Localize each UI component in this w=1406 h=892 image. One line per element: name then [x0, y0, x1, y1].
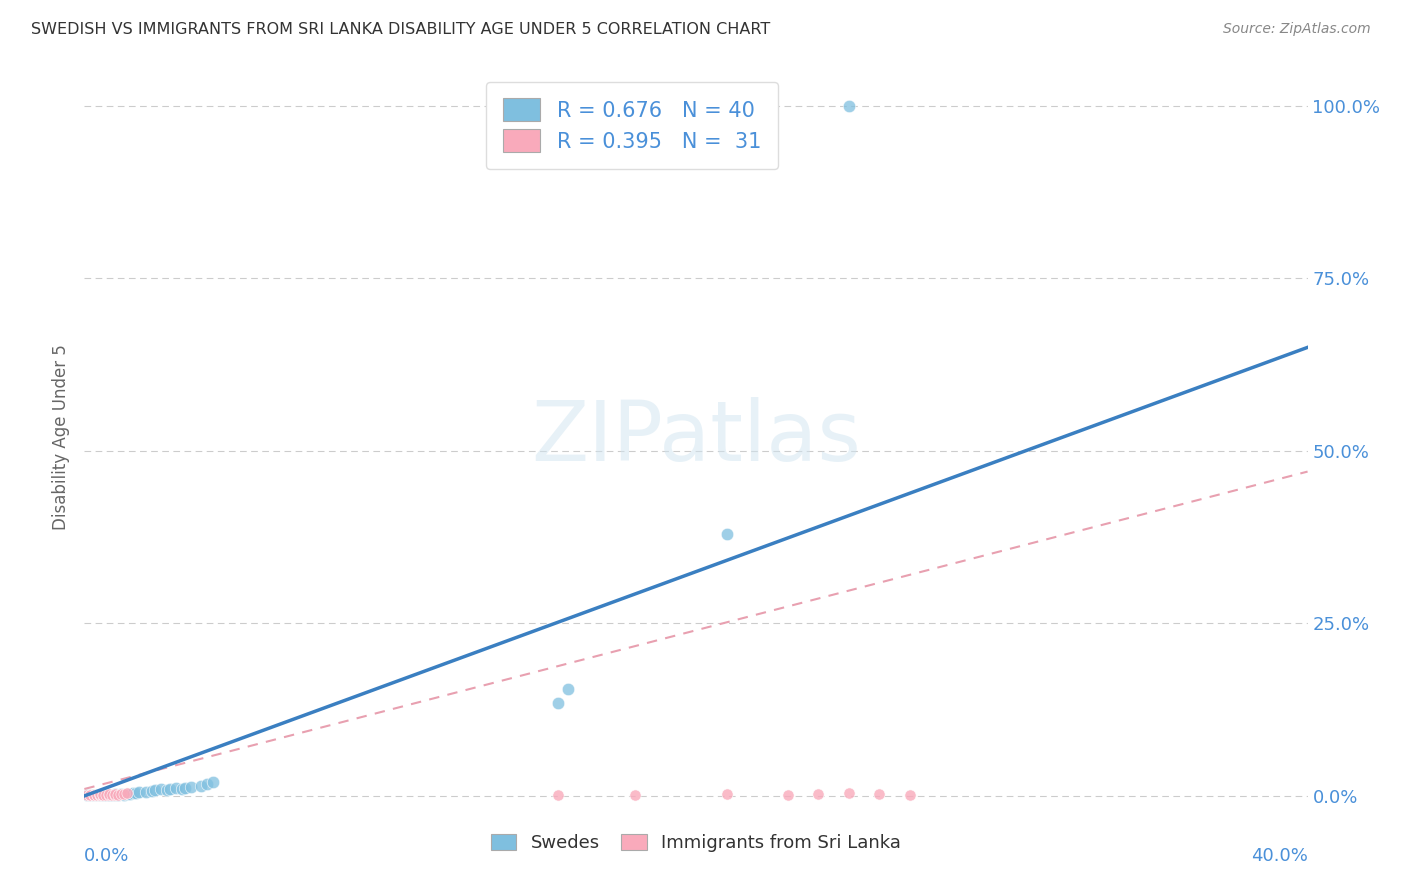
- Point: [149, 782, 172, 797]
- Point: [79, 788, 101, 802]
- Point: [104, 787, 127, 801]
- Point: [101, 788, 124, 802]
- Point: [107, 788, 129, 802]
- Point: [141, 784, 163, 798]
- Point: [115, 786, 138, 800]
- Text: SWEDISH VS IMMIGRANTS FROM SRI LANKA DISABILITY AGE UNDER 5 CORRELATION CHART: SWEDISH VS IMMIGRANTS FROM SRI LANKA DIS…: [31, 22, 770, 37]
- Point: [79, 788, 101, 802]
- Point: [172, 782, 194, 797]
- Point: [110, 787, 132, 801]
- Point: [869, 787, 891, 801]
- Text: 40.0%: 40.0%: [1251, 847, 1308, 864]
- Point: [86, 788, 108, 802]
- Point: [94, 788, 117, 802]
- Point: [89, 788, 111, 802]
- Point: [107, 788, 129, 802]
- Point: [83, 788, 105, 802]
- Point: [104, 788, 127, 802]
- Point: [89, 788, 111, 802]
- Point: [776, 788, 799, 802]
- Point: [101, 788, 124, 802]
- Point: [76, 788, 98, 802]
- Point: [83, 788, 105, 802]
- Point: [135, 785, 157, 799]
- Point: [86, 788, 108, 802]
- Point: [898, 788, 921, 802]
- Point: [89, 788, 111, 802]
- Point: [97, 788, 120, 802]
- Point: [97, 788, 120, 802]
- Point: [76, 788, 98, 802]
- Point: [838, 99, 860, 113]
- Point: [83, 788, 105, 802]
- Y-axis label: Disability Age Under 5: Disability Age Under 5: [52, 344, 70, 530]
- Point: [547, 788, 569, 802]
- Point: [91, 788, 114, 802]
- Point: [547, 696, 569, 710]
- Point: [91, 788, 114, 802]
- Point: [97, 787, 120, 801]
- Legend: Swedes, Immigrants from Sri Lanka: Swedes, Immigrants from Sri Lanka: [484, 827, 908, 860]
- Point: [557, 681, 579, 696]
- Point: [190, 779, 212, 793]
- Point: [624, 788, 647, 802]
- Point: [807, 787, 830, 801]
- Point: [97, 788, 120, 802]
- Point: [716, 526, 738, 541]
- Point: [180, 780, 202, 794]
- Point: [125, 786, 148, 800]
- Point: [115, 787, 138, 801]
- Point: [112, 787, 135, 801]
- Point: [79, 788, 101, 802]
- Text: ZIPatlas: ZIPatlas: [531, 397, 860, 477]
- Point: [838, 786, 860, 800]
- Point: [104, 788, 127, 802]
- Point: [201, 775, 224, 789]
- Point: [89, 788, 111, 802]
- Point: [112, 788, 135, 802]
- Point: [91, 788, 114, 802]
- Point: [104, 787, 127, 801]
- Text: 0.0%: 0.0%: [84, 847, 129, 864]
- Point: [122, 786, 145, 800]
- Point: [94, 788, 117, 802]
- Point: [174, 780, 197, 795]
- Point: [86, 788, 108, 802]
- Point: [83, 788, 105, 802]
- Point: [156, 783, 179, 797]
- Point: [128, 785, 150, 799]
- Point: [89, 787, 111, 801]
- Point: [83, 788, 105, 802]
- Point: [159, 782, 181, 797]
- Point: [165, 780, 187, 795]
- Point: [143, 783, 166, 797]
- Point: [120, 787, 142, 801]
- Point: [716, 787, 738, 801]
- Point: [91, 788, 114, 802]
- Text: Source: ZipAtlas.com: Source: ZipAtlas.com: [1223, 22, 1371, 37]
- Point: [110, 787, 132, 801]
- Point: [195, 777, 218, 791]
